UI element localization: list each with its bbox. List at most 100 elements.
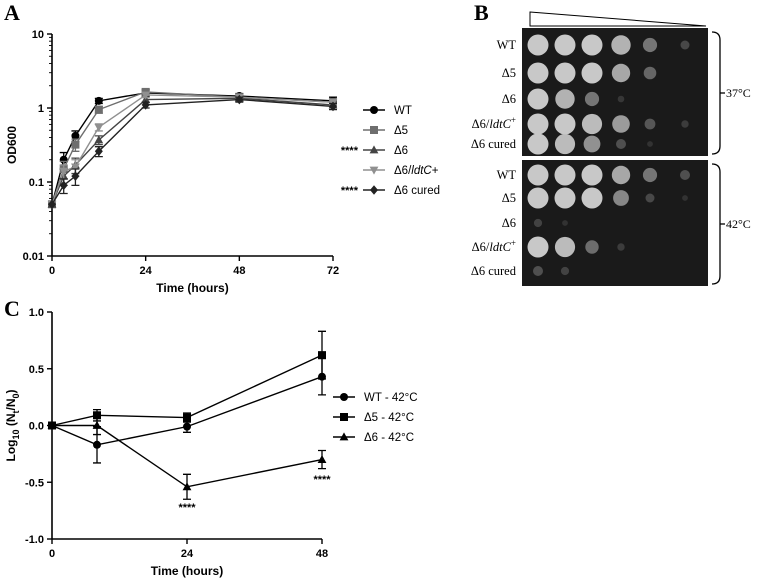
x-tick-label: 0 [49, 265, 55, 277]
colony-spot [581, 187, 603, 209]
series-line [51, 92, 334, 205]
legend-label: Δ6/ldtC+ [394, 165, 439, 177]
legend-label: Δ6 - 42°C [364, 432, 414, 444]
colony-spot [527, 187, 549, 209]
row-label: Δ5 [502, 191, 516, 205]
data-point [71, 140, 80, 149]
colony-spot [533, 266, 543, 276]
legend-marker [339, 432, 349, 441]
colony-spot [527, 88, 549, 110]
legend-label: Δ6 [394, 145, 408, 157]
colony-spot [681, 120, 689, 128]
row-label: Δ6 cured [471, 137, 517, 151]
data-point [71, 131, 80, 140]
legend-marker [369, 145, 379, 154]
significance-marker: **** [341, 185, 359, 197]
x-tick-label: 0 [49, 548, 55, 560]
colony-spot [583, 135, 601, 153]
colony-spot [533, 218, 543, 228]
colony-spot [554, 34, 576, 56]
data-point [59, 180, 68, 191]
temperature-label: 42°C [726, 217, 751, 231]
data-point [183, 422, 191, 431]
colony-spot [613, 190, 629, 206]
x-axis-label: Time (hours) [151, 564, 223, 578]
data-point [94, 105, 103, 114]
row-label: Δ6/ldtC+ [472, 238, 516, 254]
colony-spot [644, 118, 656, 130]
legend-marker [340, 413, 348, 421]
plate-0 [522, 28, 708, 156]
y-tick-label: 0.0 [29, 421, 44, 433]
colony-spot [554, 236, 576, 258]
legend-label: Δ5 [394, 125, 408, 137]
series-2 [47, 415, 327, 500]
x-tick-label: 24 [140, 265, 153, 277]
data-point [141, 91, 151, 100]
row-label: Δ5 [502, 66, 516, 80]
data-point [329, 101, 337, 112]
legend-item-1: Δ5 [363, 125, 408, 137]
legend-item-1: Δ5 - 42°C [333, 412, 414, 424]
colony-spot [555, 89, 575, 109]
data-point [317, 454, 327, 463]
y-tick-label: -1.0 [25, 534, 44, 546]
y-tick-label: 10 [32, 29, 44, 41]
colony-spot [581, 164, 603, 186]
colony-spot [554, 113, 576, 135]
row-label: Δ6 cured [471, 264, 517, 278]
panel-label-a: A [4, 0, 20, 25]
x-tick-label: 72 [327, 265, 339, 277]
y-tick-label: 0.5 [29, 364, 44, 376]
y-axis-label: OD600 [5, 126, 19, 164]
data-point [92, 420, 102, 429]
colony-spot [554, 187, 576, 209]
series-0 [48, 357, 326, 464]
legend-marker [370, 106, 378, 114]
data-point [93, 440, 101, 449]
y-tick-label: 0.1 [29, 177, 44, 189]
x-tick-label: 24 [181, 548, 194, 560]
legend-marker [369, 166, 379, 175]
legend-item-4: Δ6 cured **** [341, 185, 440, 197]
data-point [59, 167, 69, 176]
legend-marker [340, 393, 348, 401]
significance-annotation: **** [313, 474, 331, 486]
legend-label: Δ6 cured [394, 185, 440, 197]
plate-1 [522, 160, 708, 286]
colony-spot [680, 40, 690, 50]
panel-label-c: C [4, 296, 20, 321]
temperature-bracket [711, 163, 721, 285]
legend-marker [370, 185, 378, 195]
y-tick-label: 0.01 [23, 251, 44, 263]
series-line [51, 97, 334, 205]
dilution-wedge [529, 11, 707, 27]
row-label: Δ6/ldtC+ [472, 115, 516, 131]
data-point [182, 482, 192, 491]
colony-spot [527, 34, 549, 56]
series-line [51, 98, 334, 205]
series-4 [48, 94, 337, 210]
colony-spot [581, 113, 603, 135]
colony-spot [645, 193, 655, 203]
data-point [71, 163, 80, 172]
legend-item-2: Δ6 - 42°C [333, 432, 414, 444]
colony-spot [611, 165, 631, 185]
x-tick-label: 48 [316, 548, 328, 560]
data-point [141, 100, 150, 110]
row-label: Δ6 [502, 216, 516, 230]
legend-item-0: WT [363, 105, 412, 117]
survival-chart: -1.0 -0.5 0.0 0.5 1.0 0 24 48 Time (hours) Log10 … [4, 307, 418, 578]
legend-item-0: WT - 42°C [333, 392, 418, 404]
panel-label-b: B [474, 0, 489, 25]
colony-spot [581, 62, 603, 84]
colony-spot [647, 141, 653, 147]
legend-label: WT [394, 105, 412, 117]
colony-spot [682, 195, 688, 201]
growth-curve-chart: 0.01 0.1 1 10 0 24 48 72 Time (hours) OD600 WT Δ5 Δ6… [5, 29, 440, 295]
data-point [71, 171, 80, 181]
data-point [235, 94, 244, 105]
data-point [47, 420, 57, 429]
row-label: Δ6 [502, 92, 516, 106]
data-point [48, 199, 56, 210]
